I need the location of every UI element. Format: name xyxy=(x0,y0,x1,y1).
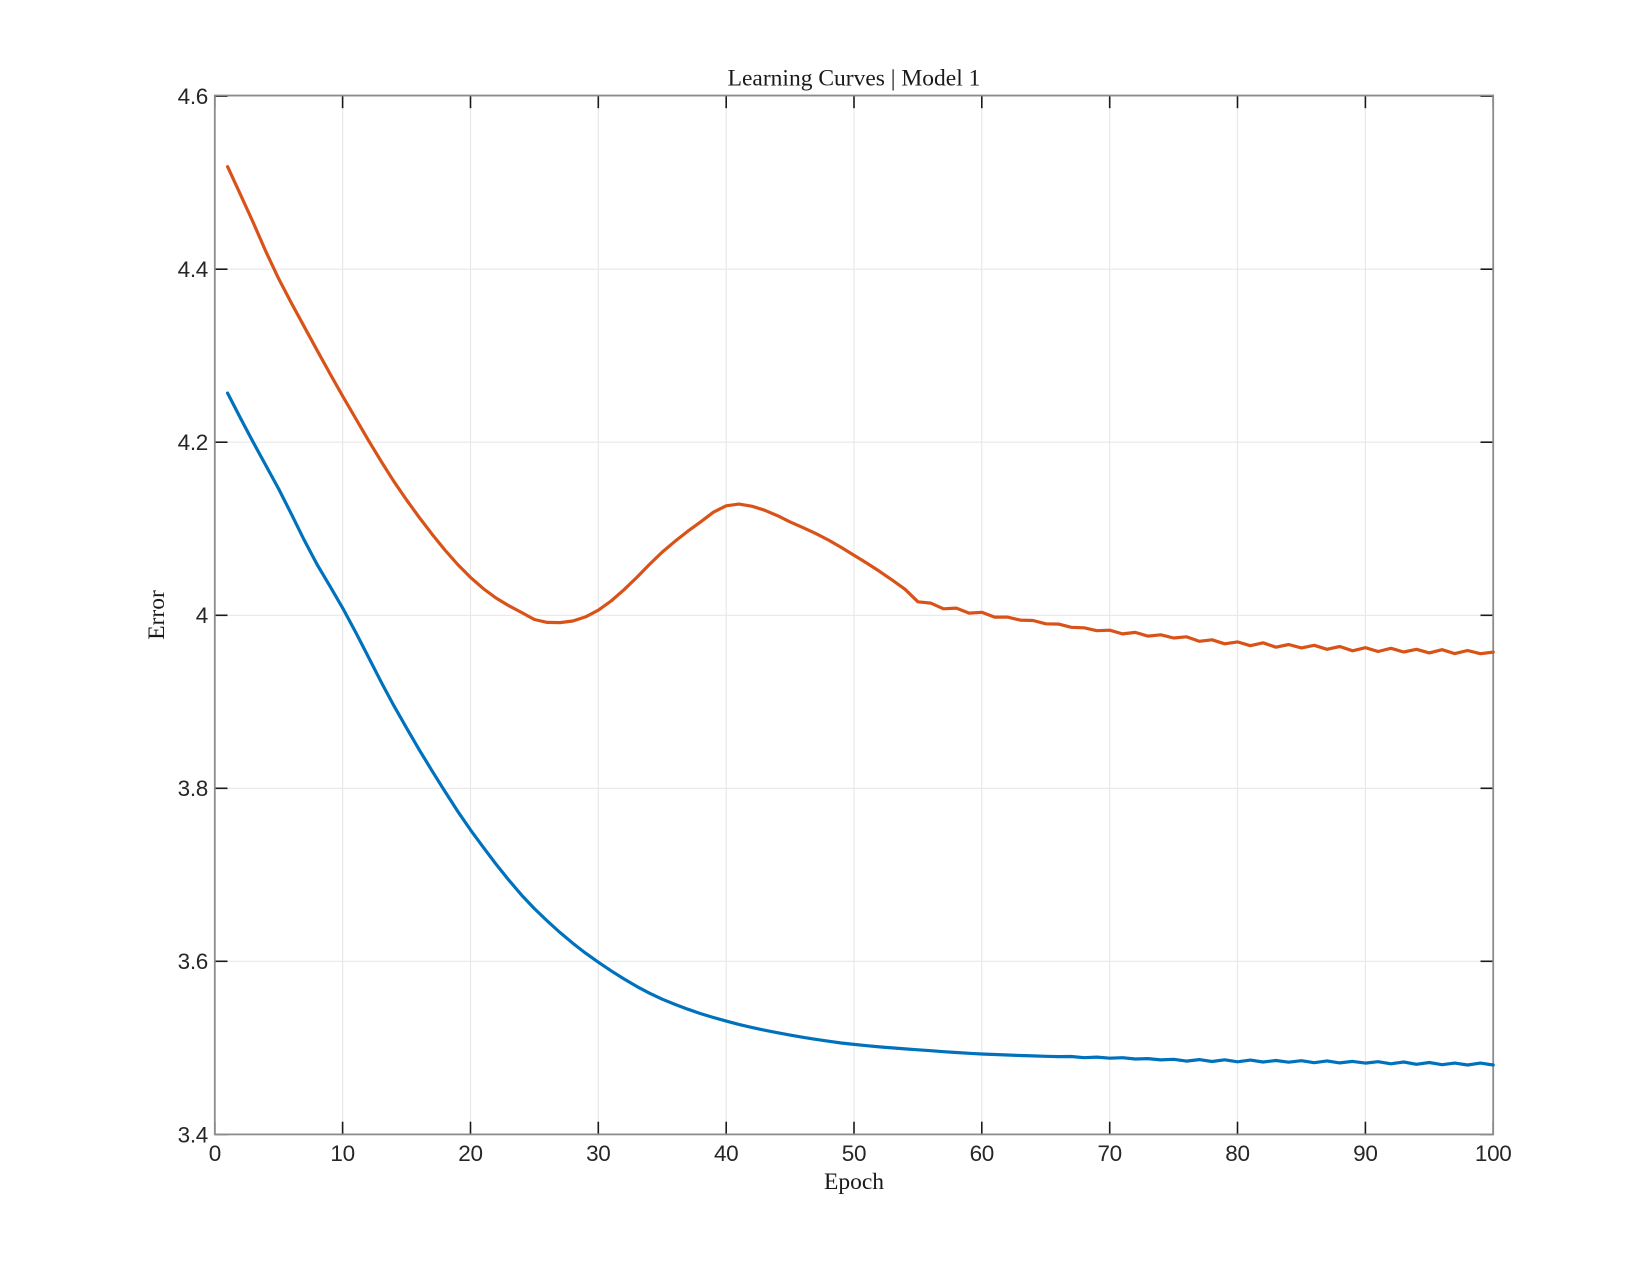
svg-text:80: 80 xyxy=(1225,1141,1249,1166)
svg-text:4: 4 xyxy=(196,603,208,628)
svg-text:100: 100 xyxy=(1475,1141,1512,1166)
svg-text:3.8: 3.8 xyxy=(178,776,208,801)
svg-text:50: 50 xyxy=(842,1141,866,1166)
svg-text:4.4: 4.4 xyxy=(178,257,208,282)
svg-text:60: 60 xyxy=(970,1141,994,1166)
svg-text:40: 40 xyxy=(714,1141,738,1166)
svg-text:Error: Error xyxy=(144,590,170,640)
svg-text:Epoch: Epoch xyxy=(824,1169,884,1195)
svg-text:Learning Curves | Model 1: Learning Curves | Model 1 xyxy=(728,66,981,92)
svg-text:70: 70 xyxy=(1097,1141,1121,1166)
svg-text:20: 20 xyxy=(458,1141,482,1166)
svg-text:90: 90 xyxy=(1353,1141,1377,1166)
svg-text:10: 10 xyxy=(330,1141,354,1166)
svg-text:3.4: 3.4 xyxy=(178,1122,208,1147)
svg-text:4.6: 4.6 xyxy=(178,84,208,109)
svg-text:30: 30 xyxy=(586,1141,610,1166)
svg-text:0: 0 xyxy=(209,1141,221,1166)
svg-text:3.6: 3.6 xyxy=(178,949,208,974)
svg-text:4.2: 4.2 xyxy=(178,430,208,455)
